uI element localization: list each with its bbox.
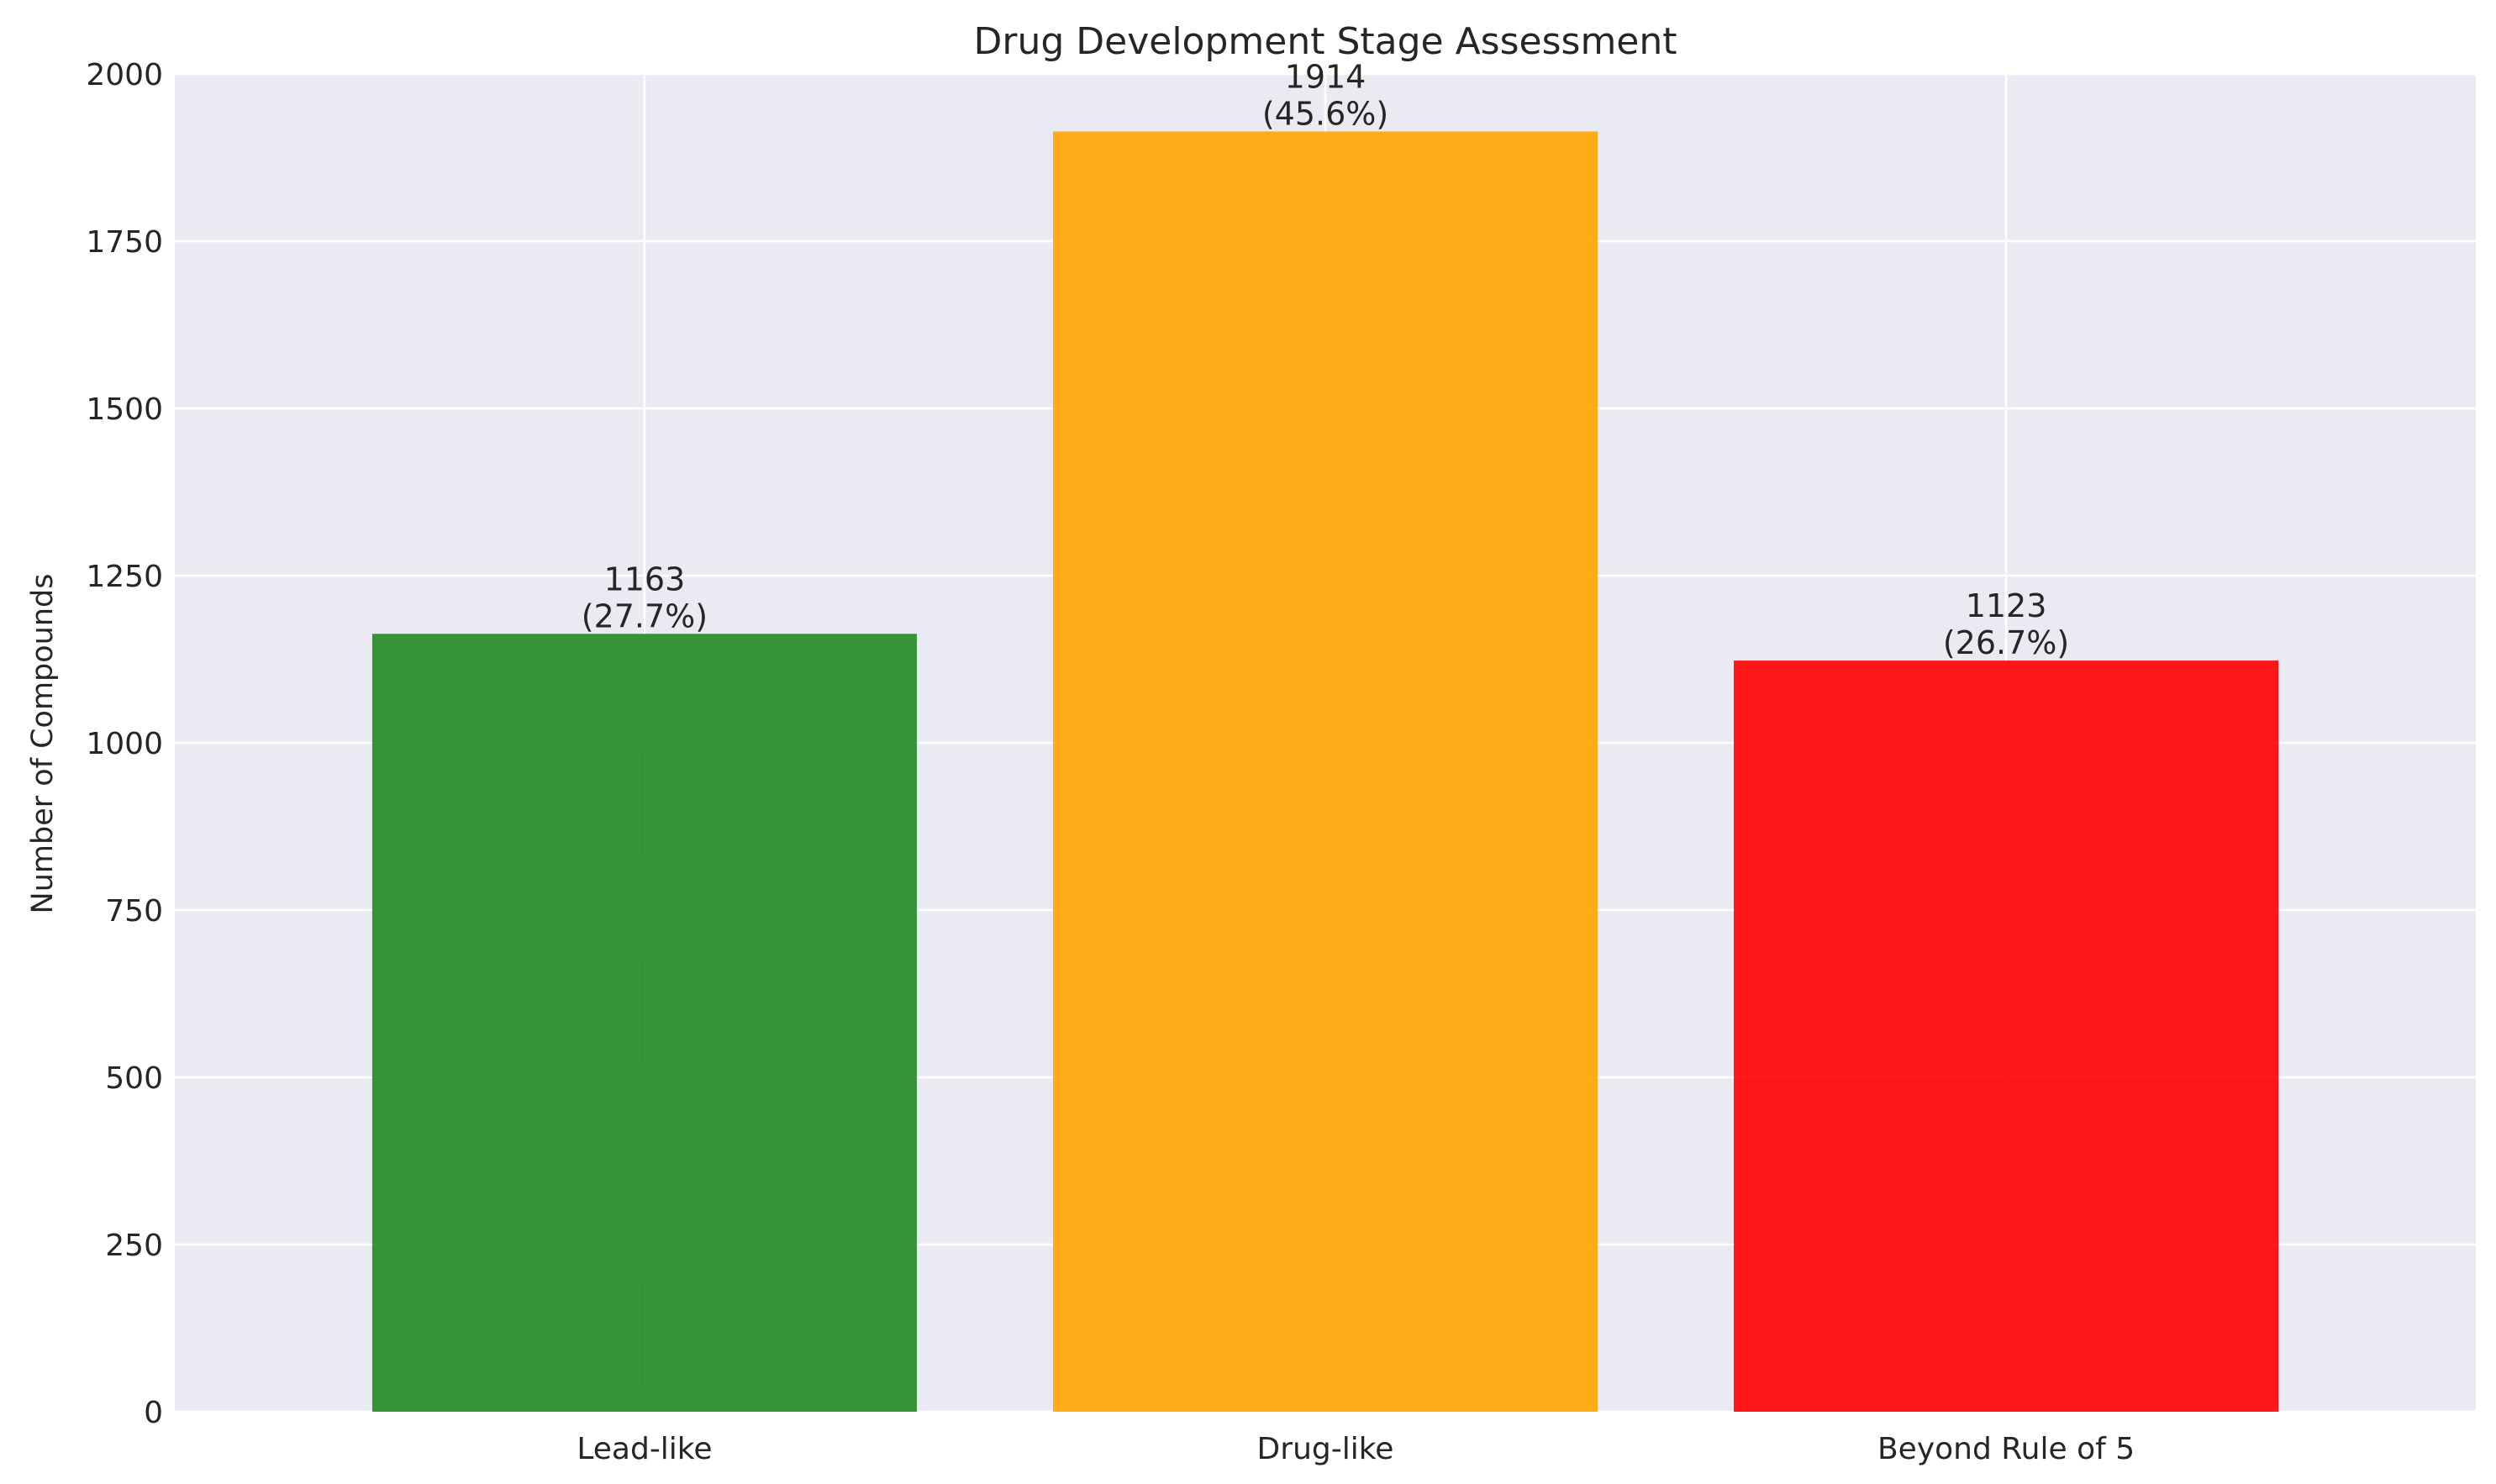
bar-percent-label: (45.6%) xyxy=(1262,95,1388,132)
y-tick-label: 500 xyxy=(105,1061,163,1096)
y-tick-label: 0 xyxy=(144,1396,163,1430)
y-tick-label: 1500 xyxy=(86,392,163,427)
y-tick-label: 1750 xyxy=(86,225,163,260)
bar-percent-label: (27.7%) xyxy=(582,597,708,634)
x-tick-label: Beyond Rule of 5 xyxy=(1877,1432,2135,1466)
y-tick-label: 1000 xyxy=(86,727,163,761)
bar-value-label: 1123 xyxy=(1966,587,2047,624)
y-tick-label: 750 xyxy=(105,894,163,929)
y-tick-label: 1250 xyxy=(86,560,163,594)
bar-value-label: 1914 xyxy=(1285,58,1366,95)
y-tick-label: 250 xyxy=(105,1229,163,1263)
x-tick-label: Lead-like xyxy=(577,1432,712,1466)
bar-drug-like xyxy=(1052,131,1598,1412)
bar-value-label: 1163 xyxy=(604,560,686,597)
y-axis-label: Number of Compounds xyxy=(26,574,60,914)
bar-beyond-rule-of-5 xyxy=(1734,660,2279,1412)
bar-percent-label: (26.7%) xyxy=(1943,624,2069,661)
bar-lead-like xyxy=(371,634,917,1412)
chart-title: Drug Development Stage Assessment xyxy=(973,20,1677,63)
y-tick-label: 2000 xyxy=(86,58,163,92)
x-tick-label: Drug-like xyxy=(1257,1432,1394,1466)
